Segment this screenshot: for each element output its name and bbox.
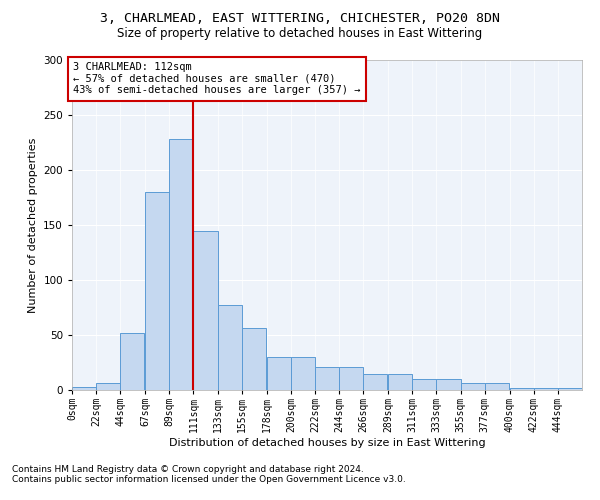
Bar (534, 388, 558, 390)
Bar (120, 333, 144, 390)
Bar (339, 367, 363, 390)
Bar (485, 384, 509, 390)
Text: Size of property relative to detached houses in East Wittering: Size of property relative to detached ho… (118, 28, 482, 40)
Bar (218, 306, 242, 390)
Bar (169, 139, 193, 390)
Bar (96, 384, 120, 390)
Bar (193, 230, 218, 390)
Bar (558, 388, 582, 390)
Bar (412, 379, 436, 390)
Bar (315, 367, 339, 390)
Bar (72, 386, 96, 390)
Text: 3 CHARLMEAD: 112sqm
← 57% of detached houses are smaller (470)
43% of semi-detac: 3 CHARLMEAD: 112sqm ← 57% of detached ho… (73, 62, 361, 96)
Y-axis label: Number of detached properties: Number of detached properties (28, 138, 38, 312)
Bar (267, 357, 291, 390)
Text: Contains HM Land Registry data © Crown copyright and database right 2024.: Contains HM Land Registry data © Crown c… (12, 466, 364, 474)
Bar (145, 192, 169, 390)
Text: Contains public sector information licensed under the Open Government Licence v3: Contains public sector information licen… (12, 476, 406, 484)
Bar (363, 374, 387, 390)
Bar (436, 379, 461, 390)
Bar (388, 374, 412, 390)
X-axis label: Distribution of detached houses by size in East Wittering: Distribution of detached houses by size … (169, 438, 485, 448)
Bar (510, 388, 534, 390)
Text: 3, CHARLMEAD, EAST WITTERING, CHICHESTER, PO20 8DN: 3, CHARLMEAD, EAST WITTERING, CHICHESTER… (100, 12, 500, 26)
Bar (461, 384, 485, 390)
Bar (242, 328, 266, 390)
Bar (291, 357, 315, 390)
